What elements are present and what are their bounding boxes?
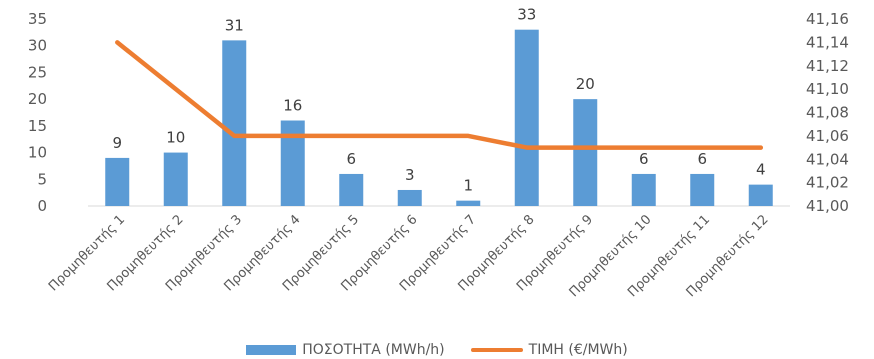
bar (514, 29, 539, 206)
legend-label-price: ΤΙΜΗ (€/MWh) (528, 341, 628, 358)
bar (339, 173, 364, 206)
left-tick-label: 25 (28, 63, 47, 81)
bar-series (105, 29, 773, 206)
legend-item-quantity: ΠΟΣΟΤΗΤΑ (MWh/h) (246, 341, 445, 358)
data-label: 9 (112, 134, 122, 152)
bar (397, 189, 422, 206)
data-label: 1 (463, 177, 473, 195)
left-tick-label: 10 (28, 144, 47, 162)
left-tick-label: 20 (28, 90, 47, 108)
left-tick-label: 35 (28, 10, 47, 28)
left-tick-label: 5 (37, 170, 47, 188)
data-label: 16 (283, 97, 302, 115)
left-tick-label: 0 (37, 197, 47, 215)
left-tick-label: 30 (28, 37, 47, 55)
price-line (115, 40, 764, 150)
data-label: 4 (756, 161, 766, 179)
data-label: 6 (346, 150, 356, 168)
bar (222, 40, 247, 206)
bar (163, 152, 188, 206)
left-tick-label: 15 (28, 117, 47, 135)
data-label: 10 (166, 129, 185, 147)
right-tick-label: 41,06 (806, 127, 849, 145)
data-label: 33 (517, 6, 536, 24)
legend-swatch-bar (246, 344, 297, 355)
bar (280, 120, 305, 206)
right-tick-label: 41,10 (806, 80, 849, 98)
bar (690, 173, 715, 206)
legend: ΠΟΣΟΤΗΤΑ (MWh/h) ΤΙΜΗ (€/MWh) (0, 340, 874, 359)
data-label: 3 (405, 166, 415, 184)
legend-label-quantity: ΠΟΣΟΤΗΤΑ (MWh/h) (302, 341, 445, 358)
legend-item-price: ΤΙΜΗ (€/MWh) (470, 341, 628, 358)
right-tick-label: 41,04 (806, 150, 849, 168)
bar (456, 200, 481, 206)
right-tick-label: 41,00 (806, 197, 849, 215)
data-label: 6 (697, 150, 707, 168)
bar (573, 99, 598, 206)
data-label: 20 (576, 75, 595, 93)
right-tick-label: 41,02 (806, 174, 849, 192)
bar (631, 173, 656, 206)
right-tick-label: 41,16 (806, 10, 849, 28)
legend-swatch-line (470, 347, 523, 352)
right-tick-label: 41,14 (806, 33, 849, 51)
data-label: 6 (639, 150, 649, 168)
bar (748, 184, 773, 206)
combo-chart: 0 5 10 15 20 25 30 35 41,00 41,02 41,04 41,06 41,08… (28, 6, 849, 300)
right-tick-label: 41,12 (806, 57, 849, 75)
left-axis: 0 5 10 15 20 25 30 35 (28, 10, 47, 215)
data-label: 31 (225, 16, 244, 34)
bar (105, 157, 130, 206)
right-tick-label: 41,08 (806, 104, 849, 122)
line-series (115, 40, 764, 150)
right-axis: 41,00 41,02 41,04 41,06 41,08 41,10 41,12 41,14… (806, 10, 849, 215)
